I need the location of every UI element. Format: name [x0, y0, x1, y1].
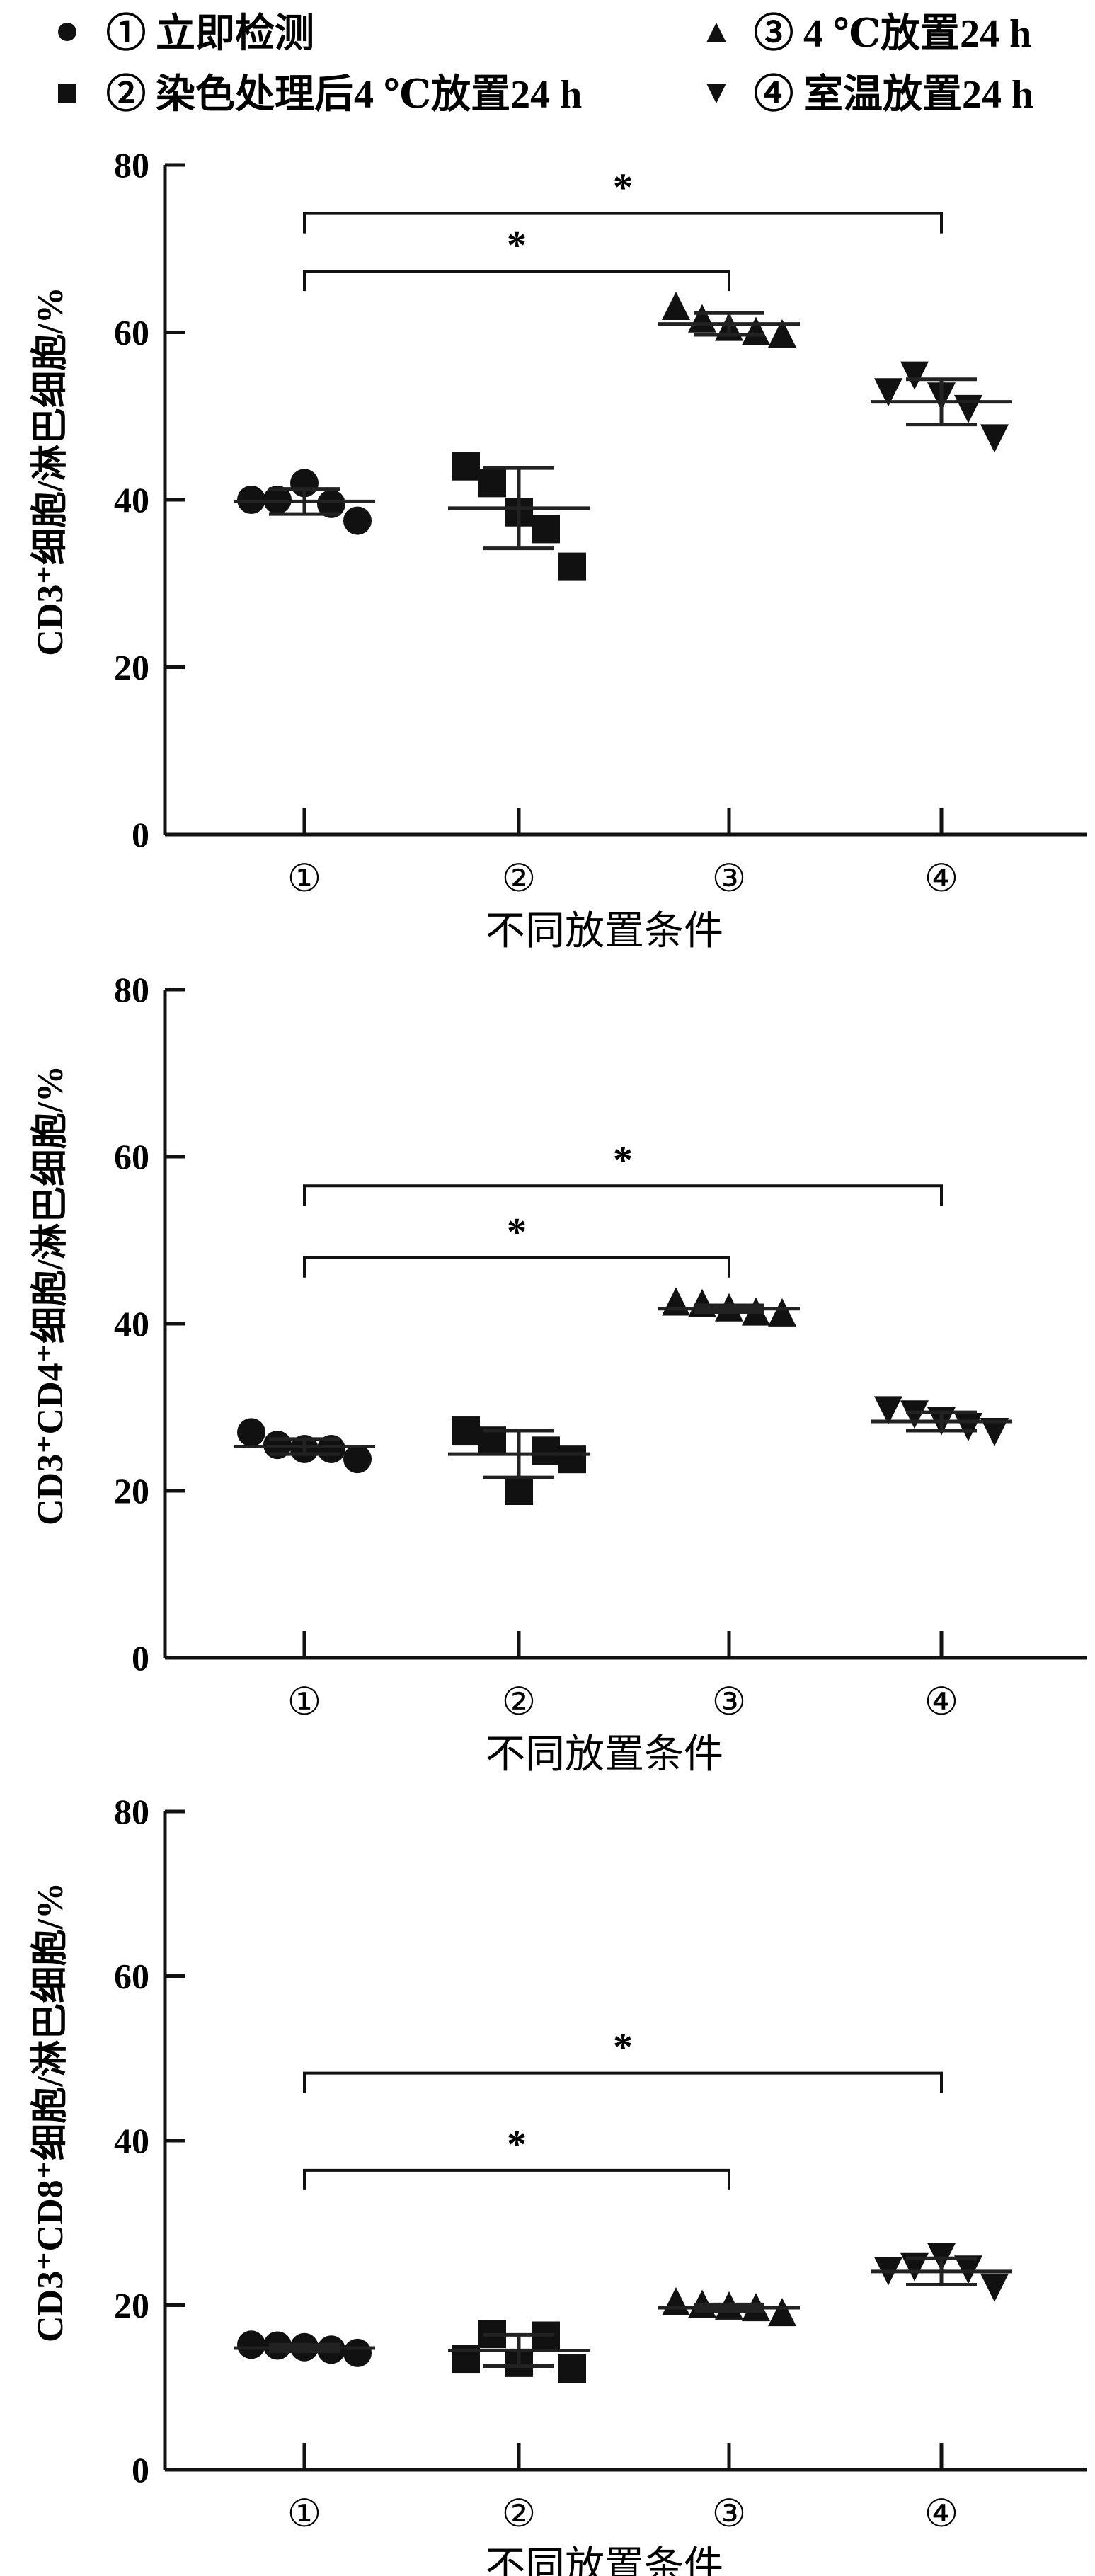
- significance-bracket: [303, 270, 730, 292]
- x-tick-label: ③: [712, 1681, 746, 1723]
- legend-label-2: ② 染色处理后4 ℃放置24 h: [106, 73, 582, 117]
- data-point-square: [532, 515, 560, 544]
- data-point-triangle-down: [954, 2255, 982, 2284]
- legend: ① 立即检测 ② 染色处理后4 ℃放置24 h ③ 4 ℃放置24 h ④ 室温…: [58, 12, 1033, 117]
- data-point-triangle-up: [768, 2298, 796, 2327]
- x-tick-label: ①: [287, 2492, 321, 2535]
- data-point-triangle-down: [980, 1418, 1009, 1447]
- x-tick-label: ②: [502, 2492, 536, 2535]
- legend-label-3: ③ 4 ℃放置24 h: [754, 12, 1031, 56]
- data-point-triangle-down: [954, 394, 982, 423]
- y-tick-label: 60: [114, 313, 149, 353]
- data-point-circle: [237, 2330, 265, 2359]
- data-point-triangle-up: [662, 1287, 690, 1316]
- data-point-triangle-up: [742, 316, 770, 345]
- x-tick-label: ②: [502, 857, 536, 900]
- legend-marker-circle: [58, 23, 76, 41]
- x-tick-label: ③: [712, 857, 746, 900]
- y-tick-label: 40: [114, 1304, 149, 1344]
- y-tick-label: 40: [114, 2121, 149, 2160]
- x-tick-label: ③: [712, 2492, 746, 2535]
- y-tick-label: 0: [132, 1638, 149, 1678]
- data-point-square: [478, 469, 506, 498]
- data-point-square: [558, 2354, 586, 2383]
- x-tick-label: ①: [287, 1681, 321, 1723]
- legend-marker-triangle-up: [706, 23, 726, 42]
- significance-bracket: [303, 2071, 943, 2093]
- data-point-square: [452, 1416, 480, 1446]
- legend-label-4: ④ 室温放置24 h: [754, 73, 1033, 117]
- data-point-circle: [317, 1435, 345, 1463]
- significance-star: *: [613, 166, 633, 210]
- significance-star: *: [613, 1138, 633, 1182]
- data-point-triangle-down: [980, 424, 1009, 453]
- data-point-triangle-up: [688, 304, 716, 333]
- chart-panel-1: 0 20 40 60 80 ① ② ③ ④ 不同放置条件 CD3⁺细胞/淋巴细胞/% * *: [30, 145, 1087, 954]
- legend-marker-triangle-down: [706, 84, 726, 103]
- y-tick-label: 0: [132, 815, 149, 854]
- data-point-square: [505, 1477, 533, 1505]
- x-axis-label: 不同放置条件: [486, 2545, 723, 2576]
- y-axis-label: CD3⁺CD4⁺细胞/淋巴细胞/%: [30, 1065, 71, 1525]
- data-point-circle: [317, 489, 345, 518]
- data-point-square: [558, 552, 586, 581]
- legend-marker-square: [58, 84, 76, 103]
- significance-bracket: [303, 1256, 730, 1278]
- y-tick-label: 40: [114, 480, 149, 520]
- data-point-square: [558, 1445, 586, 1474]
- x-tick-label: ④: [924, 857, 958, 900]
- data-point-triangle-down: [900, 361, 929, 390]
- data-point-triangle-down: [874, 378, 902, 407]
- data-point-triangle-down: [874, 1396, 902, 1425]
- legend-label-1: ① 立即检测: [106, 12, 314, 56]
- y-tick-label: 60: [114, 1137, 149, 1177]
- significance-bracket: [303, 1184, 943, 1206]
- data-point-square: [452, 452, 480, 481]
- data-point-triangle-down: [980, 2273, 1009, 2302]
- data-point-circle: [343, 2338, 372, 2367]
- y-tick-label: 0: [132, 2450, 149, 2490]
- y-tick-label: 20: [114, 2286, 149, 2325]
- significance-bracket: [303, 2168, 730, 2190]
- y-axis-label: CD3⁺细胞/淋巴细胞/%: [30, 287, 71, 656]
- data-point-triangle-up: [768, 1298, 796, 1327]
- data-point-triangle-down: [954, 1412, 982, 1441]
- x-axis-label: 不同放置条件: [486, 1733, 723, 1777]
- y-tick-label: 80: [114, 1792, 149, 1831]
- significance-star: *: [507, 2123, 527, 2167]
- y-tick-label: 20: [114, 648, 149, 687]
- y-tick-label: 60: [114, 1957, 149, 1996]
- data-point-circle: [237, 1418, 265, 1447]
- x-tick-label: ④: [924, 1681, 958, 1723]
- significance-star: *: [507, 224, 527, 268]
- significance-star: *: [507, 1210, 527, 1254]
- data-point-circle: [343, 1445, 372, 1474]
- x-axis-label: 不同放置条件: [486, 910, 723, 954]
- y-axis-label: CD3⁺CD8⁺细胞/淋巴细胞/%: [30, 1882, 71, 2342]
- data-point-triangle-up: [768, 319, 796, 348]
- chart-panel-2: 0 20 40 60 80 ① ② ③ ④ 不同放置条件 CD3⁺CD4⁺细胞/淋巴细胞/% * *: [30, 970, 1087, 1777]
- data-point-square: [532, 1436, 560, 1465]
- significance-bracket: [303, 212, 943, 234]
- data-point-triangle-up: [662, 2287, 690, 2316]
- data-point-circle: [343, 506, 372, 535]
- y-tick-label: 20: [114, 1471, 149, 1511]
- x-tick-label: ④: [924, 2492, 958, 2535]
- x-tick-label: ①: [287, 857, 321, 900]
- data-point-triangle-down: [900, 1400, 929, 1429]
- y-tick-label: 80: [114, 970, 149, 1009]
- significance-star: *: [613, 2026, 633, 2070]
- chart-panel-3: 0 20 40 60 80 ① ② ③ ④ 不同放置条件 CD3⁺CD8⁺细胞/淋巴细胞/% * *: [30, 1792, 1087, 2576]
- data-point-triangle-up: [662, 292, 690, 321]
- y-tick-label: 80: [114, 145, 149, 185]
- x-tick-label: ②: [502, 1681, 536, 1723]
